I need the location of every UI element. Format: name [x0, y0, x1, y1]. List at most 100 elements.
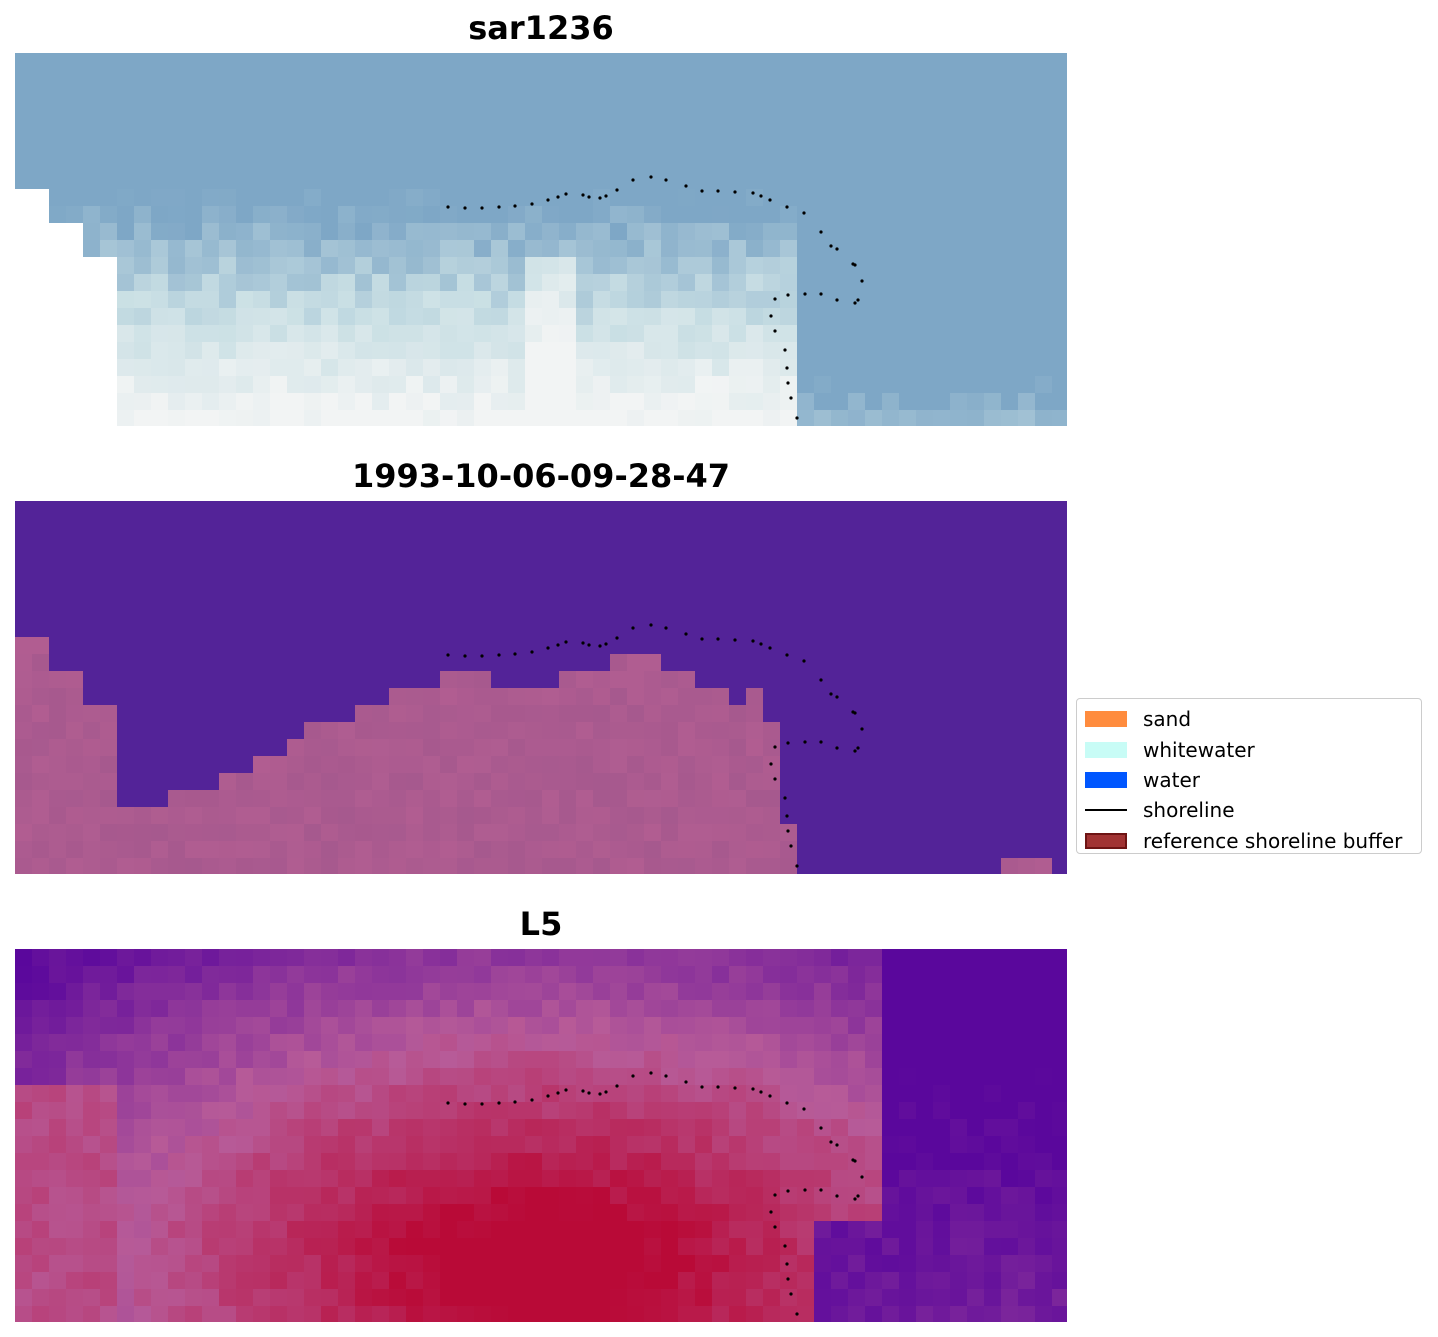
index-cell: [559, 1119, 576, 1136]
land-cell: [610, 688, 627, 705]
index-cell: [117, 1051, 134, 1068]
water-cell: [916, 790, 933, 807]
pixel-cell: [287, 291, 304, 308]
shoreline-point: [795, 864, 799, 868]
index-cell: [100, 1136, 117, 1153]
index-cell: [185, 1170, 202, 1187]
pixel-cell: [661, 376, 678, 393]
pixel-cell: [117, 172, 134, 189]
pixel-cell: [389, 342, 406, 359]
land-cell: [576, 858, 593, 874]
pixel-cell: [967, 206, 984, 223]
index-cell: [287, 949, 304, 966]
index-cell: [882, 983, 899, 1000]
water-cell: [967, 671, 984, 688]
nodata-cell: [66, 274, 83, 291]
water-cell: [83, 501, 100, 518]
water-cell: [746, 518, 763, 535]
water-cell: [882, 620, 899, 637]
land-cell: [661, 824, 678, 841]
pixel-cell: [593, 359, 610, 376]
water-cell: [355, 688, 372, 705]
index-cell: [151, 1136, 168, 1153]
pixel-cell: [202, 138, 219, 155]
index-cell: [134, 1017, 151, 1034]
water-cell: [865, 705, 882, 722]
water-cell: [593, 603, 610, 620]
water-cell: [253, 637, 270, 654]
pixel-cell: [559, 155, 576, 172]
water-cell: [882, 756, 899, 773]
shoreline-point: [789, 396, 793, 400]
water-cell: [916, 722, 933, 739]
water-cell: [151, 603, 168, 620]
index-cell: [440, 949, 457, 966]
pixel-cell: [321, 104, 338, 121]
index-cell: [355, 1187, 372, 1204]
index-cell: [168, 1204, 185, 1221]
water-cell: [321, 552, 338, 569]
index-cell: [848, 983, 865, 1000]
water-cell: [372, 535, 389, 552]
index-cell: [814, 1272, 831, 1289]
index-cell: [831, 1017, 848, 1034]
water-cell: [797, 688, 814, 705]
water-cell: [117, 790, 134, 807]
index-cell: [219, 1153, 236, 1170]
water-cell: [117, 773, 134, 790]
index-cell: [474, 1255, 491, 1272]
pixel-cell: [797, 53, 814, 70]
pixel-cell: [729, 291, 746, 308]
water-cell: [865, 637, 882, 654]
index-cell: [661, 1000, 678, 1017]
water-cell: [117, 518, 134, 535]
pixel-cell: [559, 308, 576, 325]
index-cell: [355, 1204, 372, 1221]
water-cell: [185, 603, 202, 620]
index-cell: [474, 1238, 491, 1255]
water-cell: [627, 552, 644, 569]
water-cell: [746, 637, 763, 654]
index-cell: [1018, 1187, 1035, 1204]
index-cell: [32, 1187, 49, 1204]
index-cell: [270, 1187, 287, 1204]
water-cell: [831, 518, 848, 535]
land-cell: [355, 705, 372, 722]
legend-swatch-sand: [1085, 711, 1127, 728]
land-cell: [219, 841, 236, 858]
pixel-cell: [1001, 53, 1018, 70]
water-cell: [797, 637, 814, 654]
water-cell: [151, 535, 168, 552]
pixel-cell: [729, 308, 746, 325]
land-cell: [763, 824, 780, 841]
land-cell: [49, 790, 66, 807]
pixel-cell: [270, 308, 287, 325]
index-cell: [338, 1085, 355, 1102]
index-cell: [236, 1051, 253, 1068]
index-cell: [865, 1289, 882, 1306]
water-cell: [916, 569, 933, 586]
index-cell: [865, 1170, 882, 1187]
index-cell: [287, 1068, 304, 1085]
index-cell: [984, 1204, 1001, 1221]
index-cell: [712, 1238, 729, 1255]
index-cell: [933, 1306, 950, 1322]
pixel-cell: [780, 121, 797, 138]
index-cell: [610, 1306, 627, 1322]
pixel-cell: [746, 172, 763, 189]
pixel-cell: [1018, 410, 1035, 426]
index-cell: [151, 1272, 168, 1289]
water-cell: [100, 603, 117, 620]
index-cell: [49, 949, 66, 966]
index-cell: [627, 1204, 644, 1221]
index-cell: [406, 1085, 423, 1102]
pixel-cell: [882, 138, 899, 155]
shoreline-point: [733, 190, 737, 194]
index-cell: [814, 1170, 831, 1187]
land-cell: [440, 841, 457, 858]
panel-3-image: [15, 949, 1067, 1322]
pixel-cell: [508, 257, 525, 274]
pixel-cell: [712, 138, 729, 155]
pixel-cell: [882, 376, 899, 393]
land-cell: [627, 756, 644, 773]
